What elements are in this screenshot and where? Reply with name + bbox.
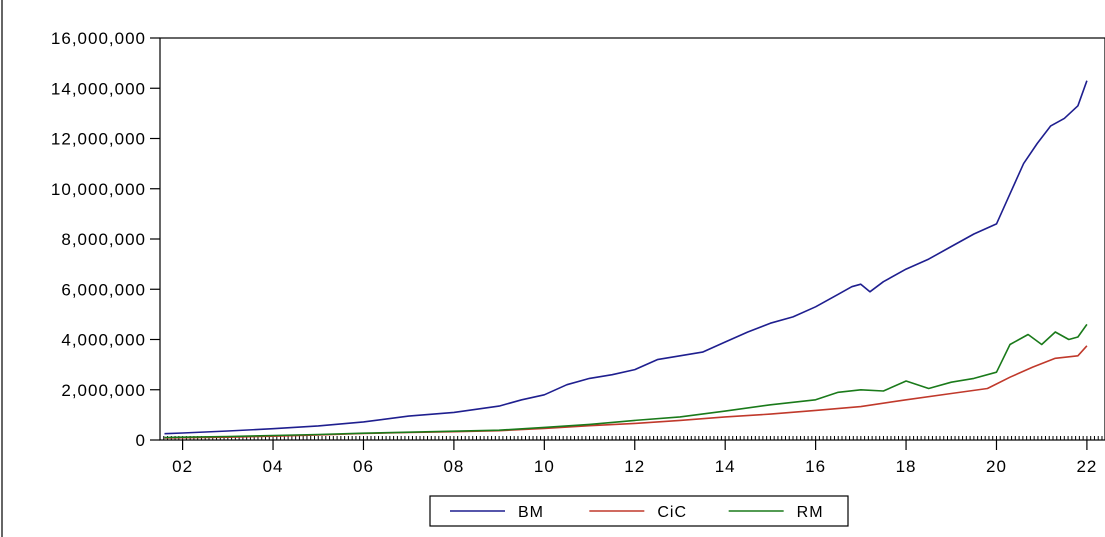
y-tick-label: 14,000,000: [51, 79, 146, 98]
legend-label-rm: RM: [797, 504, 824, 521]
y-tick-label: 16,000,000: [51, 29, 146, 48]
legend-label-bm: BM: [518, 504, 544, 521]
series-line-rm: [164, 323, 1088, 439]
x-tick-label: 08: [443, 457, 464, 476]
x-tick-label: 02: [172, 457, 193, 476]
legend-label-cic: CiC: [657, 504, 687, 521]
x-tick-label: 06: [353, 457, 374, 476]
x-tick-label: 04: [263, 457, 284, 476]
y-tick-label: 8,000,000: [61, 230, 146, 249]
y-tick-label: 10,000,000: [51, 180, 146, 199]
x-tick-label: 10: [534, 457, 555, 476]
legend: BM CiC RM: [429, 495, 849, 527]
y-tick-label: 2,000,000: [61, 381, 146, 400]
x-tick-label: 12: [624, 457, 645, 476]
x-axis: 02 04 06 08 10 12 14 16 18 20 22: [159, 436, 1103, 476]
y-tick-label: 4,000,000: [61, 331, 146, 350]
y-axis: 0 2,000,000 4,000,000 6,000,000 8,000,000 10,…: [51, 29, 160, 450]
x-tick-label: 16: [805, 457, 826, 476]
y-tick-label: 12,000,000: [51, 130, 146, 149]
y-tick-label: 6,000,000: [61, 280, 146, 299]
x-tick-label: 14: [715, 457, 736, 476]
series-line-bm: [164, 80, 1088, 435]
series-lines: [164, 80, 1088, 439]
x-tick-label: 20: [986, 457, 1007, 476]
x-tick-label: 22: [1076, 457, 1097, 476]
y-tick-label: 0: [136, 431, 146, 450]
x-tick-label: 18: [896, 457, 917, 476]
series-line-cic: [164, 345, 1088, 439]
